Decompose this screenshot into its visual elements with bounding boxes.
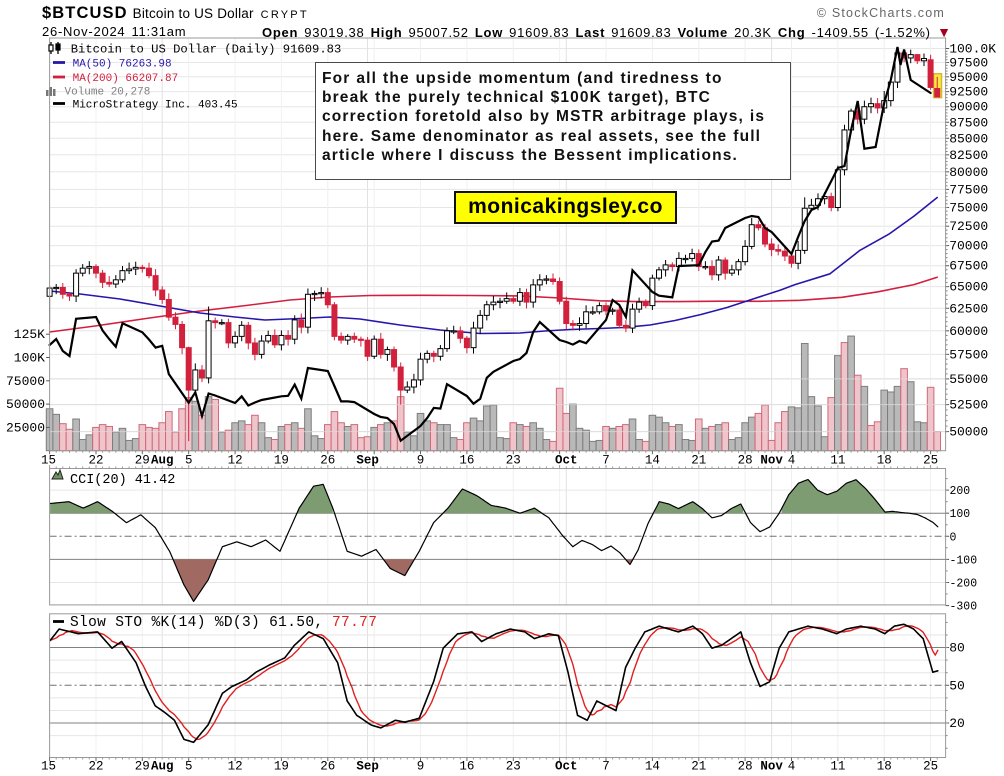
svg-text:100.0K: 100.0K — [949, 42, 996, 57]
svg-text:77500: 77500 — [949, 182, 988, 197]
svg-text:Oct: Oct — [555, 760, 578, 774]
svg-text:67500: 67500 — [949, 259, 988, 274]
svg-text:12: 12 — [228, 760, 243, 774]
svg-text:28: 28 — [738, 454, 753, 468]
svg-text:77.77: 77.77 — [332, 615, 377, 631]
svg-text:82500: 82500 — [949, 148, 988, 163]
svg-text:18: 18 — [877, 454, 892, 468]
svg-text:21: 21 — [691, 454, 706, 468]
svg-text:50000: 50000 — [6, 397, 45, 412]
svg-text:4: 4 — [788, 760, 796, 774]
svg-text:57500: 57500 — [949, 347, 988, 362]
svg-text:80: 80 — [949, 641, 965, 656]
svg-text:MA(200) 66207.87: MA(200) 66207.87 — [73, 73, 179, 85]
svg-text:11: 11 — [830, 454, 845, 468]
svg-text:29: 29 — [135, 454, 150, 468]
svg-text:7: 7 — [602, 454, 610, 468]
svg-text:Oct: Oct — [555, 454, 578, 468]
svg-text:Aug: Aug — [151, 760, 174, 774]
svg-text:23: 23 — [506, 454, 521, 468]
svg-text:52500: 52500 — [949, 398, 988, 413]
svg-text:16: 16 — [459, 454, 474, 468]
svg-text:50000: 50000 — [949, 425, 988, 440]
svg-text:MicroStrategy Inc. 403.45: MicroStrategy Inc. 403.45 — [73, 100, 238, 112]
svg-text:19: 19 — [274, 760, 289, 774]
svg-text:75000: 75000 — [949, 201, 988, 216]
svg-text:50: 50 — [949, 678, 965, 693]
svg-text:18: 18 — [877, 760, 892, 774]
svg-text:-200: -200 — [950, 578, 978, 591]
svg-text:200: 200 — [950, 485, 971, 498]
svg-text:MA(50) 76263.98: MA(50) 76263.98 — [73, 59, 172, 71]
svg-text:5: 5 — [185, 454, 193, 468]
svg-text:12: 12 — [228, 454, 243, 468]
svg-text:62500: 62500 — [949, 301, 988, 316]
svg-text:14: 14 — [645, 760, 660, 774]
svg-text:26: 26 — [320, 454, 335, 468]
svg-text:100: 100 — [950, 508, 971, 521]
svg-text:15: 15 — [41, 454, 56, 468]
svg-text:16: 16 — [459, 760, 474, 774]
svg-text:60000: 60000 — [949, 324, 988, 339]
svg-text:28: 28 — [738, 760, 753, 774]
svg-text:Bitcoin to US Dollar (Daily) 9: Bitcoin to US Dollar (Daily) 91609.83 — [71, 43, 342, 57]
svg-text:0: 0 — [950, 531, 957, 544]
svg-text:CCI(20) 41.42: CCI(20) 41.42 — [70, 473, 175, 488]
svg-text:85000: 85000 — [949, 131, 988, 146]
svg-text:20: 20 — [949, 716, 965, 731]
svg-text:100K: 100K — [14, 351, 45, 366]
svg-text:9: 9 — [417, 760, 425, 774]
svg-text:90000: 90000 — [949, 100, 988, 115]
svg-text:29: 29 — [135, 760, 150, 774]
svg-text:70000: 70000 — [949, 239, 988, 254]
svg-text:Nov: Nov — [760, 454, 783, 468]
svg-text:95000: 95000 — [949, 70, 988, 85]
svg-text:22: 22 — [88, 454, 103, 468]
svg-text:Nov: Nov — [760, 760, 783, 774]
svg-text:87500: 87500 — [949, 115, 988, 130]
svg-text:75000: 75000 — [6, 374, 45, 389]
svg-text:80000: 80000 — [949, 165, 988, 180]
svg-text:11: 11 — [830, 760, 845, 774]
svg-text:72500: 72500 — [949, 219, 988, 234]
svg-text:5: 5 — [185, 760, 193, 774]
svg-text:22: 22 — [88, 760, 103, 774]
svg-text:-100: -100 — [950, 554, 978, 567]
svg-text:Sep: Sep — [356, 454, 379, 468]
svg-text:25000: 25000 — [6, 420, 45, 435]
svg-text:125K: 125K — [14, 327, 45, 342]
svg-text:-300: -300 — [950, 601, 978, 614]
svg-text:4: 4 — [788, 454, 796, 468]
svg-text:Sep: Sep — [356, 760, 379, 774]
svg-text:Slow STO %K(14) %D(3) 61.50,: Slow STO %K(14) %D(3) 61.50, — [70, 615, 323, 631]
svg-text:Aug: Aug — [151, 454, 174, 468]
svg-text:Volume 20,278: Volume 20,278 — [65, 87, 151, 99]
svg-text:97500: 97500 — [949, 56, 988, 71]
svg-text:9: 9 — [417, 454, 425, 468]
svg-text:21: 21 — [691, 760, 706, 774]
svg-text:65000: 65000 — [949, 280, 988, 295]
svg-text:55000: 55000 — [949, 372, 988, 387]
svg-text:25: 25 — [923, 760, 938, 774]
svg-text:19: 19 — [274, 454, 289, 468]
svg-text:7: 7 — [602, 760, 610, 774]
svg-text:14: 14 — [645, 454, 660, 468]
svg-text:92500: 92500 — [949, 85, 988, 100]
svg-text:15: 15 — [41, 760, 56, 774]
svg-text:26: 26 — [320, 760, 335, 774]
svg-text:23: 23 — [506, 760, 521, 774]
svg-text:25: 25 — [923, 454, 938, 468]
